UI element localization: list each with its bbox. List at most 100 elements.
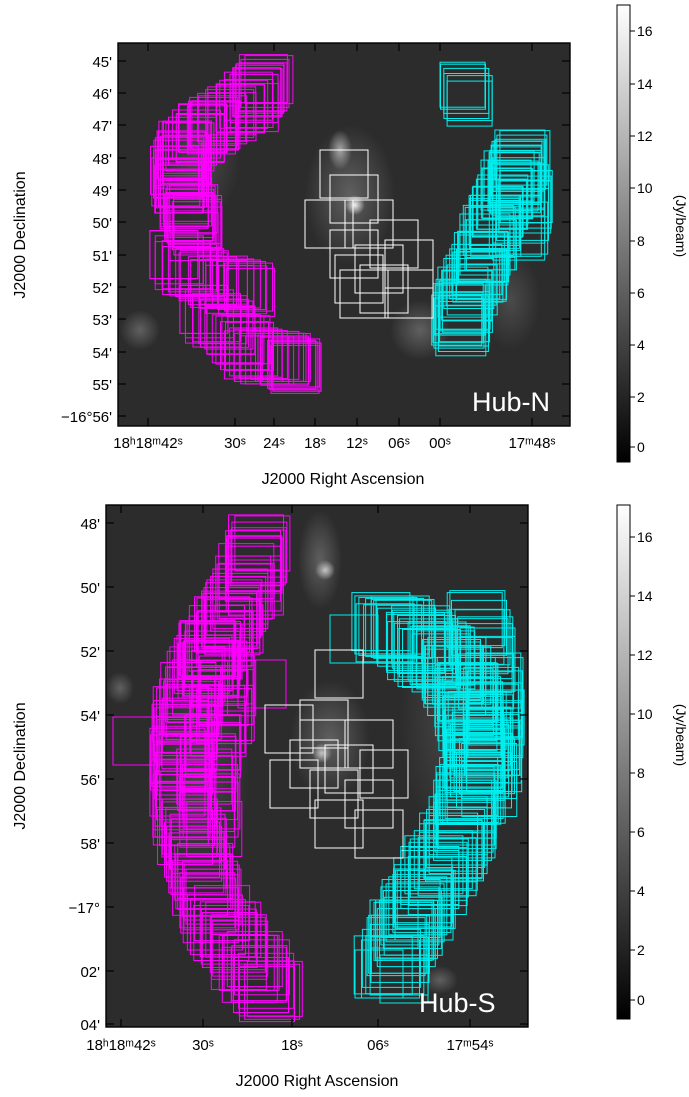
colorbar-hub-s: 16 14 12 10 8 6 4 2 0 (Jy/beam)	[616, 504, 689, 1020]
colorbar-tick-label: 16	[637, 23, 653, 39]
pointing-box-white	[354, 809, 404, 859]
x-axis-label-hub-n: J2000 Right Ascension	[262, 471, 425, 488]
pointing-box-magenta	[164, 821, 220, 878]
x-tick-label: 30ˢ	[224, 435, 246, 452]
pointing-box-magenta	[187, 100, 237, 150]
pointing-box-cyan	[443, 729, 503, 789]
pointing-box-magenta	[220, 321, 269, 371]
pointing-box-cyan	[496, 187, 549, 241]
pointing-box-cyan	[431, 294, 483, 346]
pointing-box-cyan	[488, 203, 542, 257]
pointing-box-cyan	[425, 822, 484, 882]
pointing-box-magenta	[238, 330, 288, 380]
pointing-box-cyan	[449, 248, 501, 300]
pointing-box-cyan	[495, 201, 549, 255]
pointing-box-magenta	[180, 755, 237, 812]
pointing-box-white	[334, 254, 384, 304]
colorbar-ramp	[616, 504, 631, 1020]
pointing-box-cyan	[446, 264, 498, 316]
pointing-box-white	[264, 704, 314, 754]
pointing-box-cyan	[443, 73, 490, 119]
pointing-box-cyan	[361, 928, 421, 988]
pointing-box-magenta	[191, 649, 248, 706]
pointing-box-magenta	[204, 300, 254, 350]
pointing-box-cyan	[492, 157, 546, 211]
pointing-box-magenta	[238, 952, 295, 1009]
pointing-box-magenta	[162, 246, 212, 295]
pointing-box-cyan	[467, 702, 524, 759]
y-tick-label: 45'	[92, 54, 112, 71]
pointing-box-cyan	[439, 291, 491, 343]
pointing-box-magenta	[165, 807, 222, 864]
pointing-box-magenta	[189, 899, 246, 956]
pointing-box-white	[329, 229, 379, 279]
pointing-box-cyan	[451, 243, 503, 295]
pointing-box-cyan	[461, 761, 518, 817]
pointing-box-magenta	[186, 801, 243, 857]
frame-hub-s	[105, 504, 529, 1028]
y-tick-label: 54'	[80, 708, 100, 725]
pointing-box-magenta	[186, 894, 243, 951]
x-tick-label: 18ʰ18ᵐ42ˢ	[86, 1037, 156, 1054]
pointing-box-magenta	[206, 305, 256, 355]
pointing-box-magenta	[197, 669, 254, 725]
pointing-box-white	[269, 759, 319, 809]
pointing-box-magenta	[165, 683, 222, 740]
pointing-box-magenta	[231, 945, 288, 1002]
pointing-box-magenta	[271, 338, 321, 388]
y-tick-label: 04'	[80, 1017, 100, 1034]
pointing-box-cyan	[446, 592, 503, 649]
pointing-box-cyan	[454, 717, 514, 777]
pointing-box-magenta	[198, 295, 248, 345]
pointing-box-white	[309, 769, 359, 819]
pointing-box-cyan	[482, 168, 534, 220]
y-tick-labels-hub-s: 48' 50' 52' 54' 56' 58' −17° 02' 04'	[69, 516, 101, 1034]
pointing-box-magenta	[169, 646, 226, 703]
pointing-box-magenta	[149, 230, 199, 280]
pointing-box-cyan	[440, 63, 486, 110]
pointing-box-cyan	[458, 653, 515, 710]
pointing-box-magenta	[212, 920, 269, 977]
pointing-box-cyan	[369, 899, 419, 949]
pointing-box-magenta	[230, 946, 287, 1003]
pointing-box-magenta	[229, 529, 286, 586]
pointing-box-white	[324, 744, 374, 794]
colorbar-tick-label: 8	[637, 233, 645, 249]
pointing-box-cyan	[492, 207, 546, 261]
y-tick-label: 47'	[92, 118, 112, 135]
pointing-box-cyan	[437, 301, 489, 352]
pointing-box-cyan	[366, 917, 426, 977]
pointing-box-white	[339, 269, 389, 319]
pointing-box-magenta	[233, 957, 289, 1013]
pointing-box-magenta	[169, 184, 219, 234]
pointing-box-cyan	[452, 251, 504, 303]
pointing-box-magenta	[167, 243, 217, 293]
pointing-box-white	[344, 779, 394, 829]
pointing-box-white	[289, 739, 339, 789]
x-tick-label: 18ˢ	[281, 1037, 303, 1054]
pointing-box-cyan	[385, 883, 445, 943]
pointing-box-magenta	[260, 336, 310, 386]
pointing-box-cyan	[370, 923, 430, 983]
pointing-box-magenta	[171, 201, 221, 251]
pointing-box-white	[344, 719, 394, 769]
y-tick-labels-hub-n: 45' 46' 47' 48' 49' 50' 51' 52' 53' 54' …	[61, 54, 112, 426]
pointing-box-magenta	[229, 327, 279, 377]
x-tick-label: 18ˢ	[304, 435, 326, 452]
pointing-box-magenta	[155, 159, 205, 209]
pointing-box-magenta	[270, 344, 320, 394]
pointing-box-cyan	[354, 949, 404, 999]
y-tick-label: 55'	[92, 377, 112, 394]
pointing-box-cyan	[457, 616, 514, 673]
colorbar-tick-label: 6	[637, 285, 645, 301]
colorbar-tick-label: 4	[637, 883, 645, 899]
pointing-box-magenta	[179, 284, 229, 334]
pointing-box-magenta	[223, 934, 280, 991]
pointing-box-magenta	[173, 637, 230, 694]
y-tick-label: −16°56'	[61, 409, 112, 426]
y-tick-label: 51'	[92, 248, 112, 265]
pointing-boxes-hub-n	[149, 54, 553, 394]
pointing-box-white	[384, 269, 434, 319]
pointing-box-cyan	[468, 689, 525, 746]
pointing-box-cyan	[452, 618, 509, 675]
